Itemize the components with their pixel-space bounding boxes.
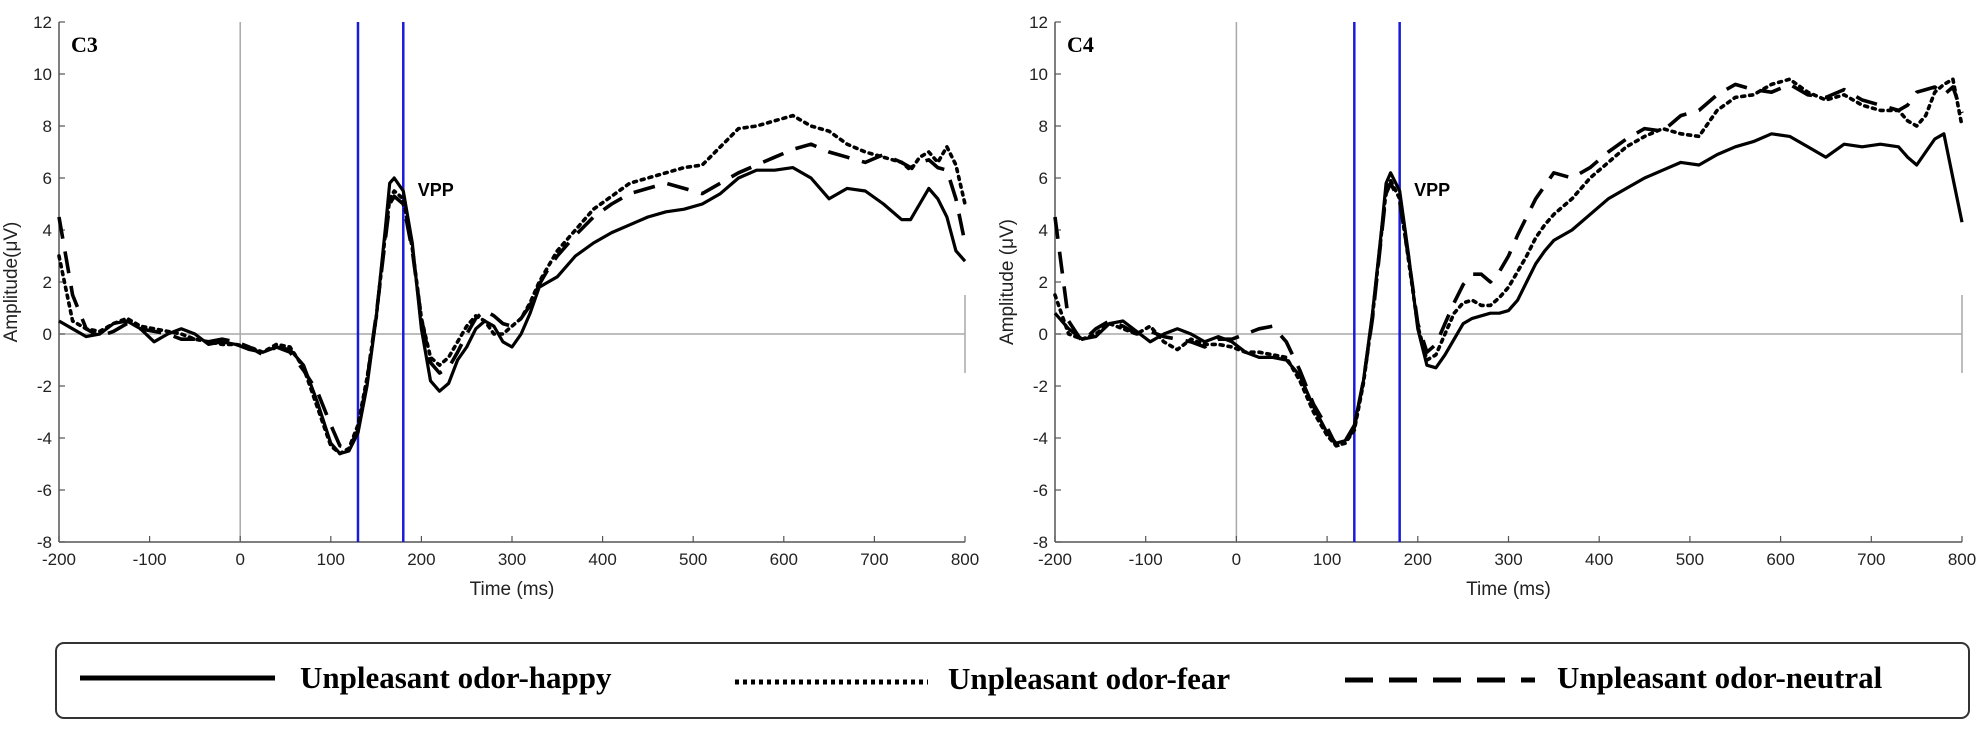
legend-label-happy: Unpleasant odor-happy	[300, 660, 612, 695]
y-tick-label: 0	[1039, 325, 1048, 344]
panel-title: C4	[1067, 32, 1094, 57]
y-tick-label: 6	[43, 169, 52, 188]
x-tick-label: -100	[133, 550, 167, 569]
x-tick-label: 500	[679, 550, 707, 569]
x-tick-label: 300	[1494, 550, 1522, 569]
legend-label-fear: Unpleasant odor-fear	[948, 661, 1230, 696]
x-tick-label: -200	[42, 550, 76, 569]
y-tick-label: 4	[43, 221, 52, 240]
c3-panel: -8 -6 -4 -2 0 2 4 6 8 10 12 -200 -100 0 100 200 300 400 50…	[1, 13, 979, 600]
y-tick-label: 10	[33, 65, 52, 84]
y-tick-label: 8	[1039, 117, 1048, 136]
x-tick-label: 100	[317, 550, 345, 569]
x-tick-label: 400	[588, 550, 616, 569]
y-tick-label: 4	[1039, 221, 1048, 240]
x-tick-label: 0	[235, 550, 244, 569]
x-axis-label: Time (ms)	[1466, 579, 1551, 600]
y-axis-label: Amplitude (μV)	[997, 219, 1018, 345]
legend-box	[55, 642, 1970, 719]
y-tick-label: 8	[43, 117, 52, 136]
y-tick-label: 6	[1039, 169, 1048, 188]
y-tick-label: 0	[43, 325, 52, 344]
x-tick-label: 500	[1676, 550, 1704, 569]
y-tick-label: -6	[37, 481, 52, 500]
x-tick-label: 700	[1857, 550, 1885, 569]
series-line-dotted	[57, 113, 967, 456]
vpp-annotation: VPP	[1414, 180, 1450, 200]
series-line-solid	[1053, 132, 1964, 445]
x-tick-label: 600	[770, 550, 798, 569]
x-tick-label: 100	[1313, 550, 1341, 569]
series-line-solid	[58, 166, 967, 456]
x-tick-label: 200	[407, 550, 435, 569]
x-tick-label: 300	[498, 550, 526, 569]
y-tick-label: -2	[37, 377, 52, 396]
x-tick-label: 0	[1232, 550, 1241, 569]
y-tick-label: -6	[1033, 481, 1048, 500]
series-line-dotted	[1053, 77, 1964, 448]
x-tick-label: 700	[860, 550, 888, 569]
y-tick-label: -8	[37, 533, 52, 552]
vpp-annotation: VPP	[418, 180, 454, 200]
series-line-dashed	[1053, 82, 1964, 448]
y-tick-label: -8	[1033, 533, 1048, 552]
x-tick-label: 800	[1948, 550, 1976, 569]
x-tick-label: 400	[1585, 550, 1613, 569]
y-tick-label: 10	[1029, 65, 1048, 84]
x-axis-label: Time (ms)	[470, 579, 555, 600]
y-tick-label: -4	[37, 429, 52, 448]
x-tick-label: -100	[1129, 550, 1163, 569]
y-tick-label: 12	[1029, 13, 1048, 32]
y-tick-label: 2	[1039, 273, 1048, 292]
y-tick-label: 12	[33, 13, 52, 32]
x-tick-label: 600	[1766, 550, 1794, 569]
y-axis-label: Amplitude(μV)	[1, 222, 22, 343]
legend-label-neutral: Unpleasant odor-neutral	[1557, 660, 1883, 695]
legend: Unpleasant odor-happy Unpleasant odor-fe…	[55, 642, 1970, 719]
y-tick-label: 2	[43, 273, 52, 292]
c4-panel: -8 -6 -4 -2 0 2 4 6 8 10 12 -200 -100 0 100 200 300 400 50…	[997, 13, 1976, 600]
x-tick-label: -200	[1038, 550, 1072, 569]
series-line-dashed	[57, 142, 967, 451]
y-tick-label: -2	[1033, 377, 1048, 396]
y-tick-label: -4	[1033, 429, 1048, 448]
x-tick-label: 200	[1404, 550, 1432, 569]
x-tick-label: 800	[951, 550, 979, 569]
panel-title: C3	[71, 32, 98, 57]
